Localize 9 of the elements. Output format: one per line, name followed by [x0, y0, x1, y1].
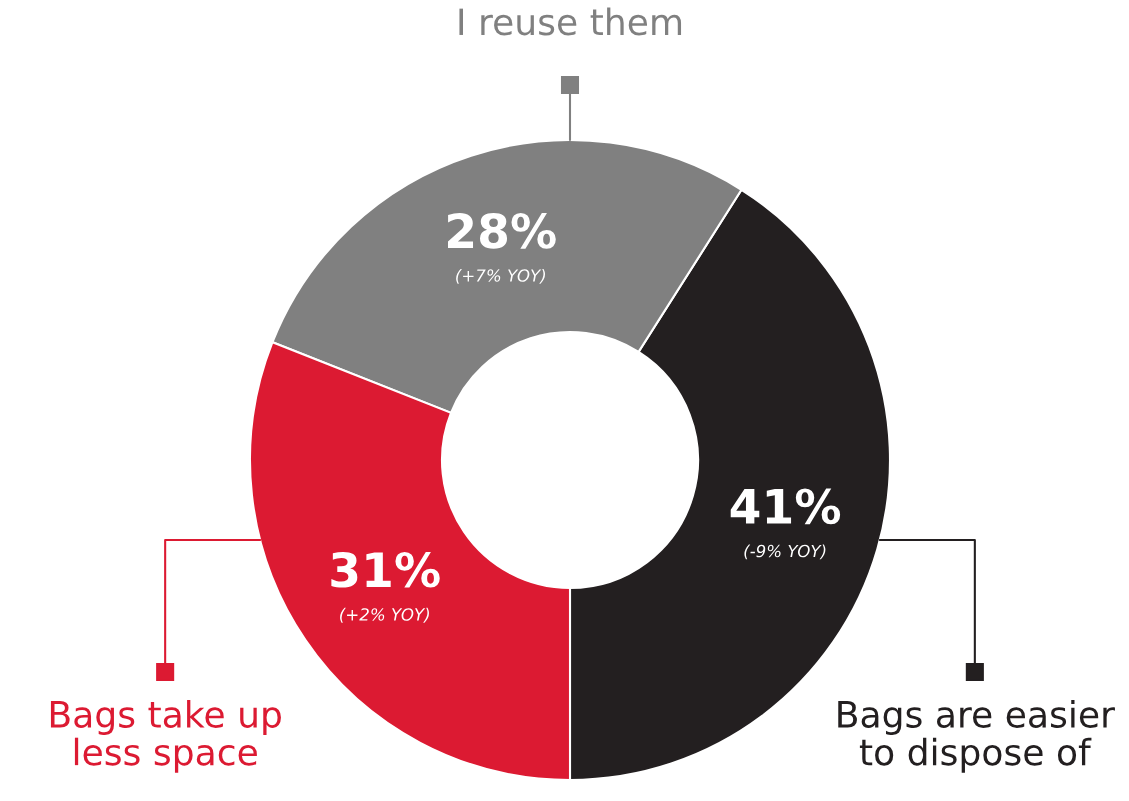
legend-label: Bags are easier to dispose of [838, 700, 1115, 773]
data-label: 41% [730, 488, 841, 525]
text: (+2% YOY) [340, 607, 429, 623]
slice-label: I reuse them [459, 7, 682, 36]
data-label: 28% [448, 212, 556, 249]
data-label: 31% [331, 551, 440, 588]
legend-label: Bags take up less space [50, 700, 281, 773]
text: (-9% YOY) [744, 544, 826, 560]
text: (+7% YOY) [456, 268, 546, 284]
